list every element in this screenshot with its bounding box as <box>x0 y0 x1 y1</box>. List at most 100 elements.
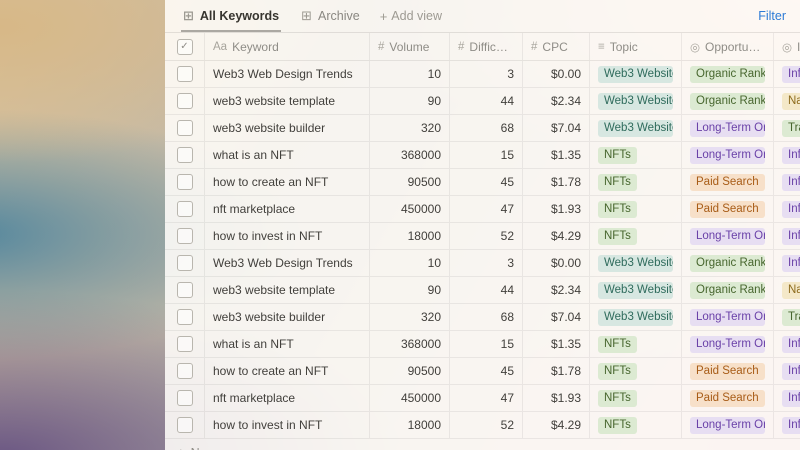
topic-cell[interactable]: NFTs <box>590 223 682 249</box>
opportunity-tag[interactable]: Long-Term Organic <box>690 119 765 137</box>
keyword-cell[interactable]: what is an NFT <box>205 331 370 357</box>
volume-cell[interactable]: 368000 <box>370 331 450 357</box>
cpc-cell[interactable]: $0.00 <box>523 250 590 276</box>
intent-tag[interactable]: Transactional <box>782 119 800 137</box>
intent-cell[interactable]: Informational <box>774 142 800 168</box>
volume-cell[interactable]: 90 <box>370 88 450 114</box>
volume-cell[interactable]: 18000 <box>370 412 450 438</box>
topic-cell[interactable]: Web3 Website <box>590 304 682 330</box>
difficulty-cell[interactable]: 52 <box>450 412 523 438</box>
row-checkbox[interactable] <box>165 304 205 330</box>
keyword-cell[interactable]: how to invest in NFT <box>205 412 370 438</box>
volume-cell[interactable]: 90500 <box>370 169 450 195</box>
row-checkbox[interactable] <box>165 358 205 384</box>
row-checkbox[interactable] <box>165 223 205 249</box>
opportunity-cell[interactable]: Paid Search <box>682 358 774 384</box>
cpc-cell[interactable]: $4.29 <box>523 223 590 249</box>
intent-tag[interactable]: Informational <box>782 200 800 218</box>
topic-cell[interactable]: NFTs <box>590 331 682 357</box>
cpc-cell[interactable]: $1.35 <box>523 142 590 168</box>
topic-cell[interactable]: Web3 Website <box>590 61 682 87</box>
intent-tag[interactable]: Navigational <box>782 92 800 110</box>
topic-tag[interactable]: Web3 Website <box>598 65 673 83</box>
topic-cell[interactable]: NFTs <box>590 196 682 222</box>
volume-cell[interactable]: 10 <box>370 61 450 87</box>
keyword-cell[interactable]: what is an NFT <box>205 142 370 168</box>
difficulty-cell[interactable]: 44 <box>450 88 523 114</box>
cpc-cell[interactable]: $2.34 <box>523 88 590 114</box>
topic-cell[interactable]: NFTs <box>590 169 682 195</box>
volume-cell[interactable]: 320 <box>370 304 450 330</box>
intent-tag[interactable]: Informational <box>782 65 800 83</box>
table-row[interactable]: Web3 Web Design Trends 10 3 $0.00 Web3 Websi… <box>165 250 800 277</box>
topic-tag[interactable]: NFTs <box>598 200 637 218</box>
row-checkbox[interactable] <box>165 250 205 276</box>
intent-cell[interactable]: Informational <box>774 412 800 438</box>
topic-cell[interactable]: Web3 Website <box>590 277 682 303</box>
row-checkbox[interactable] <box>165 412 205 438</box>
cpc-cell[interactable]: $1.93 <box>523 196 590 222</box>
difficulty-cell[interactable]: 52 <box>450 223 523 249</box>
volume-cell[interactable]: 90500 <box>370 358 450 384</box>
difficulty-cell[interactable]: 68 <box>450 115 523 141</box>
new-row-button[interactable]: + New <box>165 439 800 450</box>
topic-tag[interactable]: Web3 Website <box>598 308 673 326</box>
intent-cell[interactable]: Informational <box>774 358 800 384</box>
difficulty-cell[interactable]: 47 <box>450 196 523 222</box>
row-checkbox[interactable] <box>165 331 205 357</box>
column-header-keyword[interactable]: Aa Keyword <box>205 33 370 60</box>
intent-cell[interactable]: Navigational <box>774 88 800 114</box>
difficulty-cell[interactable]: 15 <box>450 142 523 168</box>
keyword-cell[interactable]: how to create an NFT <box>205 169 370 195</box>
opportunity-tag[interactable]: Paid Search <box>690 389 765 407</box>
opportunity-tag[interactable]: Organic Rank <box>690 254 765 272</box>
cpc-cell[interactable]: $1.78 <box>523 169 590 195</box>
keyword-cell[interactable]: how to create an NFT <box>205 358 370 384</box>
column-header-opportunity[interactable]: ◎ Opportunity <box>682 33 774 60</box>
opportunity-cell[interactable]: Paid Search <box>682 196 774 222</box>
cpc-cell[interactable]: $1.78 <box>523 358 590 384</box>
topic-cell[interactable]: NFTs <box>590 142 682 168</box>
intent-cell[interactable]: Informational <box>774 385 800 411</box>
column-header-difficulty[interactable]: # Difficulty <box>450 33 523 60</box>
opportunity-cell[interactable]: Organic Rank <box>682 88 774 114</box>
opportunity-tag[interactable]: Long-Term Organic <box>690 146 765 164</box>
keyword-cell[interactable]: web3 website template <box>205 88 370 114</box>
table-row[interactable]: web3 website template 90 44 $2.34 Web3 Websi… <box>165 277 800 304</box>
table-row[interactable]: how to invest in NFT 18000 52 $4.29 NFTs Long… <box>165 412 800 439</box>
cpc-cell[interactable]: $4.29 <box>523 412 590 438</box>
opportunity-tag[interactable]: Paid Search <box>690 362 765 380</box>
difficulty-cell[interactable]: 45 <box>450 358 523 384</box>
table-row[interactable]: how to create an NFT 90500 45 $1.78 NFTs Paid… <box>165 169 800 196</box>
volume-cell[interactable]: 450000 <box>370 196 450 222</box>
topic-tag[interactable]: NFTs <box>598 362 637 380</box>
opportunity-tag[interactable]: Paid Search <box>690 173 765 191</box>
table-row[interactable]: nft marketplace 450000 47 $1.93 NFTs Paid Sea… <box>165 196 800 223</box>
topic-tag[interactable]: NFTs <box>598 389 637 407</box>
keyword-cell[interactable]: Web3 Web Design Trends <box>205 250 370 276</box>
table-row[interactable]: web3 website builder 320 68 $7.04 Web3 Websi… <box>165 304 800 331</box>
volume-cell[interactable]: 18000 <box>370 223 450 249</box>
intent-tag[interactable]: Informational <box>782 254 800 272</box>
topic-tag[interactable]: Web3 Website <box>598 254 673 272</box>
table-row[interactable]: how to invest in NFT 18000 52 $4.29 NFTs Long… <box>165 223 800 250</box>
column-header-volume[interactable]: # Volume <box>370 33 450 60</box>
volume-cell[interactable]: 320 <box>370 115 450 141</box>
opportunity-tag[interactable]: Long-Term Organic <box>690 335 765 353</box>
volume-cell[interactable]: 90 <box>370 277 450 303</box>
difficulty-cell[interactable]: 68 <box>450 304 523 330</box>
topic-tag[interactable]: NFTs <box>598 227 637 245</box>
intent-tag[interactable]: Informational <box>782 335 800 353</box>
difficulty-cell[interactable]: 3 <box>450 61 523 87</box>
opportunity-cell[interactable]: Long-Term Organic <box>682 115 774 141</box>
intent-tag[interactable]: Informational <box>782 416 800 434</box>
table-row[interactable]: web3 website template 90 44 $2.34 Web3 Websi… <box>165 88 800 115</box>
intent-cell[interactable]: Transactional <box>774 115 800 141</box>
opportunity-cell[interactable]: Paid Search <box>682 385 774 411</box>
keyword-cell[interactable]: web3 website builder <box>205 115 370 141</box>
topic-tag[interactable]: Web3 Website <box>598 119 673 137</box>
table-row[interactable]: web3 website builder 320 68 $7.04 Web3 Websi… <box>165 115 800 142</box>
opportunity-tag[interactable]: Long-Term Organic <box>690 308 765 326</box>
opportunity-cell[interactable]: Organic Rank <box>682 277 774 303</box>
opportunity-tag[interactable]: Long-Term Organic <box>690 416 765 434</box>
